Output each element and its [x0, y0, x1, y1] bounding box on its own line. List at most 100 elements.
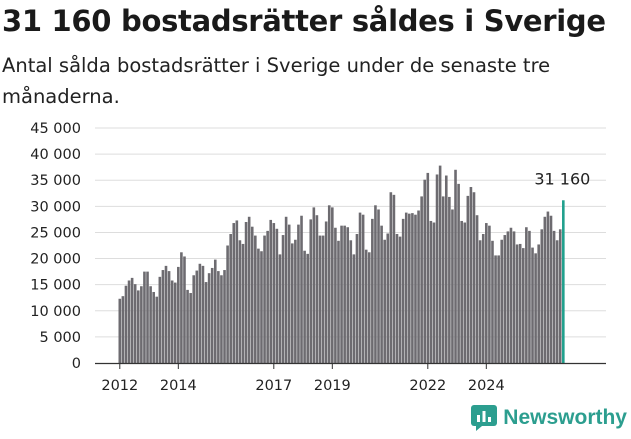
bar — [454, 169, 457, 363]
bar — [229, 234, 232, 363]
bar — [204, 282, 208, 363]
bar — [386, 233, 390, 363]
bar — [303, 250, 306, 363]
bar — [306, 253, 309, 363]
bar — [521, 248, 525, 363]
bar — [121, 296, 125, 363]
x-tick-label: 2014 — [160, 378, 197, 394]
bar — [371, 218, 374, 363]
bar — [297, 224, 300, 363]
bar — [537, 244, 540, 363]
bar — [475, 215, 479, 363]
x-tick-label: 2019 — [314, 378, 351, 394]
bar — [457, 183, 460, 363]
bar — [266, 230, 269, 363]
bar — [198, 263, 202, 363]
bar — [343, 225, 346, 363]
y-tick-label: 15 000 — [30, 278, 81, 294]
bar — [534, 253, 537, 363]
bar — [241, 243, 245, 363]
brand-name: Newsworthy — [503, 406, 627, 429]
bar — [140, 286, 143, 363]
highlight-value-label: 31 160 — [534, 169, 590, 188]
bar — [340, 225, 343, 363]
bar — [337, 240, 340, 363]
bar — [284, 216, 288, 363]
bar — [263, 235, 266, 363]
bar — [472, 192, 476, 363]
bar — [161, 270, 165, 363]
bar — [155, 296, 159, 363]
bar — [331, 207, 334, 363]
bar — [469, 187, 473, 363]
x-tick-label: 2024 — [468, 378, 505, 394]
bar — [217, 271, 220, 363]
bar — [488, 225, 491, 363]
y-tick-label: 10 000 — [30, 304, 81, 320]
bar — [420, 196, 423, 363]
bar — [355, 234, 359, 363]
bar — [312, 207, 316, 363]
bar — [543, 216, 547, 363]
bar — [186, 289, 189, 363]
x-tick-label: 2017 — [255, 378, 292, 394]
x-tick-label: 2012 — [101, 378, 138, 394]
bar — [173, 282, 177, 363]
bar — [506, 231, 510, 363]
bar — [389, 192, 393, 363]
bar — [183, 256, 186, 363]
bar-latest — [562, 200, 565, 363]
bar — [525, 227, 528, 363]
bar — [380, 225, 383, 363]
bar — [463, 222, 467, 363]
bar — [500, 239, 504, 363]
bar — [509, 227, 513, 363]
bar — [127, 280, 131, 363]
bar — [257, 248, 260, 363]
bar — [180, 252, 183, 363]
bar — [226, 245, 229, 363]
bar — [432, 222, 436, 363]
bar — [195, 270, 199, 363]
y-tick-label: 40 000 — [30, 147, 81, 163]
bar — [223, 270, 226, 363]
bar — [411, 213, 414, 363]
bar — [177, 266, 180, 363]
bar — [414, 214, 417, 363]
bar — [158, 276, 162, 363]
bar — [244, 222, 248, 363]
bar — [401, 218, 405, 363]
bar — [466, 195, 470, 363]
y-tick-label: 35 000 — [30, 173, 81, 189]
bar — [528, 230, 531, 363]
bar — [133, 284, 137, 363]
bar — [254, 235, 257, 363]
bar — [494, 255, 497, 363]
bar — [192, 275, 196, 363]
bar — [367, 252, 371, 363]
bar — [130, 277, 134, 363]
bar — [309, 219, 313, 363]
bar — [164, 265, 168, 363]
bar — [220, 275, 223, 363]
chart-title: 31 160 bostadsrätter såldes i Sverige — [2, 4, 606, 38]
bar — [377, 209, 380, 363]
bar — [272, 223, 276, 363]
bar — [481, 234, 485, 363]
newsworthy-logo-icon — [471, 405, 498, 431]
x-tick-label: 2022 — [409, 378, 446, 394]
bar — [235, 220, 239, 363]
bar — [398, 236, 402, 363]
bar — [485, 223, 488, 363]
bar — [136, 290, 140, 363]
bar — [478, 240, 482, 363]
bar — [143, 271, 146, 363]
bar — [460, 220, 463, 363]
bar — [383, 239, 386, 363]
bar — [201, 265, 205, 363]
brand-logo: Newsworthy — [471, 405, 627, 431]
bar — [146, 271, 149, 363]
bar — [423, 179, 427, 363]
bar — [287, 224, 291, 363]
bar — [210, 267, 214, 363]
